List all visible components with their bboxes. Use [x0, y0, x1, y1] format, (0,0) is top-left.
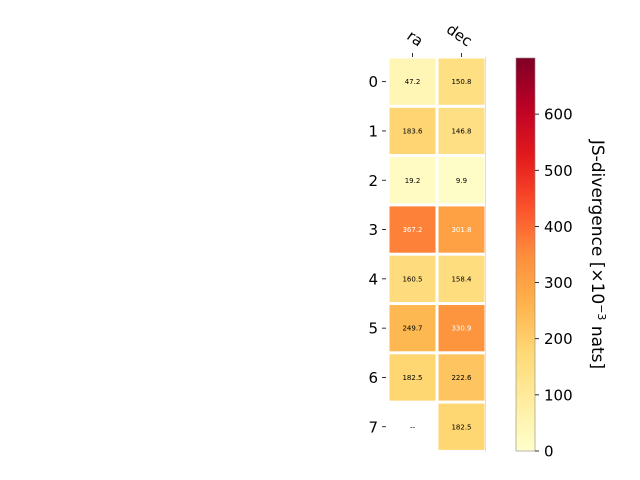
- cell-label-r1-c1: 146.8: [451, 127, 471, 135]
- cell-r3-c0: [389, 206, 436, 253]
- row-label-7: 7: [368, 418, 378, 436]
- row-label-5: 5: [368, 320, 378, 338]
- cell-label-r3-c0: 367.2: [402, 226, 422, 234]
- cell-r4-c1: [438, 255, 485, 302]
- cell-r0-c1: [438, 58, 485, 105]
- colorbar-tick-100: 100: [544, 386, 573, 404]
- cell-r5-c0: [389, 305, 436, 352]
- cell-label-r4-c1: 158.4: [451, 275, 472, 283]
- colorbar-tick-500: 500: [544, 162, 573, 180]
- row-label-0: 0: [368, 73, 378, 91]
- cell-label-r0-c1: 150.8: [451, 78, 471, 86]
- cell-r6-c0: [389, 354, 436, 401]
- cell-label-r7-c1: 182.5: [451, 423, 471, 431]
- column-label-dec: dec: [443, 20, 475, 50]
- cell-label-r3-c1: 301.8: [451, 226, 471, 234]
- cell-label-r0-c0: 47.2: [405, 78, 421, 86]
- colorbar-label: JS-divergence [×10−3 nats]: [587, 139, 609, 369]
- colorbar-ticks: 0 100 200 300 400 500 600: [535, 106, 573, 461]
- cell-label-r1-c0: 183.6: [402, 127, 423, 135]
- cell-label-r2-c0: 19.2: [405, 177, 421, 185]
- column-tick-labels: ra dec: [404, 20, 476, 57]
- colorbar-tick-600: 600: [544, 106, 573, 124]
- cell-label-r2-c1: 9.9: [456, 177, 467, 185]
- colorbar-tick-200: 200: [544, 330, 573, 348]
- cell-r2-c0: [389, 157, 436, 204]
- colorbar-tick-300: 300: [544, 274, 573, 292]
- colorbar-tick-400: 400: [544, 218, 573, 236]
- cell-r5-c1: [438, 305, 485, 352]
- cell-r4-c0: [389, 255, 436, 302]
- cell-r0-c0: [389, 58, 436, 105]
- cell-r2-c1: [438, 157, 485, 204]
- cell-label-r5-c0: 249.7: [402, 325, 422, 333]
- cell-label-r6-c0: 182.5: [402, 374, 422, 382]
- cell-r6-c1: [438, 354, 485, 401]
- row-label-2: 2: [368, 172, 378, 190]
- row-label-3: 3: [368, 221, 378, 239]
- heatmap-cells: 47.2 150.8 183.6 146.8 19.2 9.9 367.2 301.8 160.…: [389, 57, 486, 452]
- row-label-1: 1: [368, 122, 378, 140]
- colorbar-gradient: [515, 57, 536, 452]
- cell-label-r5-c1: 330.9: [451, 325, 471, 333]
- cell-label-r6-c1: 222.6: [451, 374, 472, 382]
- cell-label-r7-c0: --: [410, 423, 416, 431]
- row-label-4: 4: [368, 270, 378, 288]
- cell-r3-c1: [438, 206, 485, 253]
- colorbar: 0 100 200 300 400 500 600 JS-divergence [×10−3…: [515, 57, 609, 461]
- row-label-6: 6: [368, 369, 378, 387]
- colorbar-tick-0: 0: [544, 443, 554, 461]
- cell-r1-c0: [389, 107, 436, 155]
- cell-label-r4-c0: 160.5: [402, 275, 422, 283]
- row-tick-labels: 0 1 2 3 4 5 6 7: [368, 73, 386, 436]
- cell-r1-c1: [438, 107, 485, 155]
- column-label-ra: ra: [404, 27, 427, 51]
- cell-r7-c1: [438, 403, 485, 450]
